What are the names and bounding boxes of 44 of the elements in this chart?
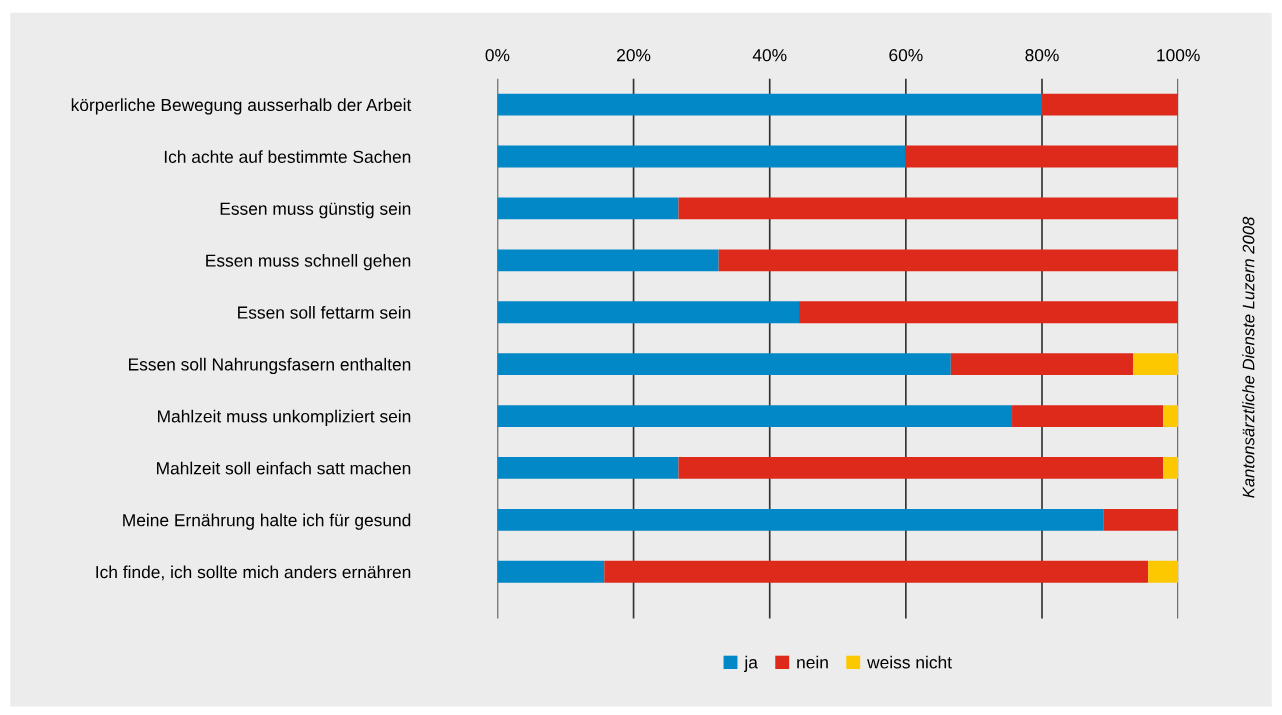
bar: [1163, 457, 1179, 479]
y-tick-label: körperliche Bewegung ausserhalb der Arbeit: [71, 98, 412, 115]
y-tick-label: Ich finde, ich sollte mich anders ernähren: [96, 565, 411, 581]
y-tick-label: Essen soll fettarm sein: [238, 305, 411, 319]
bar: [1103, 508, 1179, 531]
y-tick-label: Mahlzeit muss unkompliziert sein: [158, 409, 411, 426]
bar: [497, 197, 679, 220]
bar: [798, 301, 1179, 324]
bar: [497, 353, 951, 376]
bar: [497, 301, 799, 324]
text: Kantonsärztliche Dienste Luzern 2008: [1242, 216, 1255, 498]
bar: [497, 560, 605, 583]
x-tick-label: 20%: [617, 49, 651, 62]
bar: [497, 405, 1013, 427]
x-tick-label: 100%: [1157, 49, 1200, 62]
bar: [497, 457, 679, 479]
bar: [678, 457, 1164, 479]
bar: [497, 93, 1043, 116]
bar: [1012, 405, 1164, 427]
bar: [1042, 93, 1179, 116]
y-tick-label: Essen soll Nahrungsfasern enthalten: [129, 357, 411, 375]
bar: [1133, 353, 1179, 376]
bar: [950, 353, 1134, 376]
bar: [604, 560, 1149, 583]
x-tick-label: 80%: [1025, 49, 1059, 62]
legend-label: nein: [797, 655, 828, 669]
bar: [678, 197, 1179, 220]
bar: [718, 249, 1179, 272]
y-tick-label: Ich achte auf bestimmte Sachen: [164, 150, 411, 163]
x-tick-label: 40%: [752, 49, 787, 62]
bar: [497, 145, 906, 168]
y-tick-label: Essen muss schnell gehen: [206, 254, 411, 271]
x-tick-label: 60%: [889, 49, 923, 62]
legend-label: weiss nicht: [867, 655, 952, 669]
bar: [1163, 405, 1179, 427]
x-tick-label: 0%: [485, 49, 510, 62]
bar: [1148, 560, 1179, 583]
bar: [905, 145, 1179, 168]
legend-label: ja: [743, 655, 758, 672]
y-tick-label: Essen muss günstig sein: [220, 202, 411, 219]
bar: [497, 249, 719, 272]
y-tick-label: Meine Ernährung halte ich für gesund: [123, 513, 411, 530]
y-tick-label: Mahlzeit soll einfach satt machen: [157, 461, 411, 475]
bar: [497, 508, 1104, 531]
